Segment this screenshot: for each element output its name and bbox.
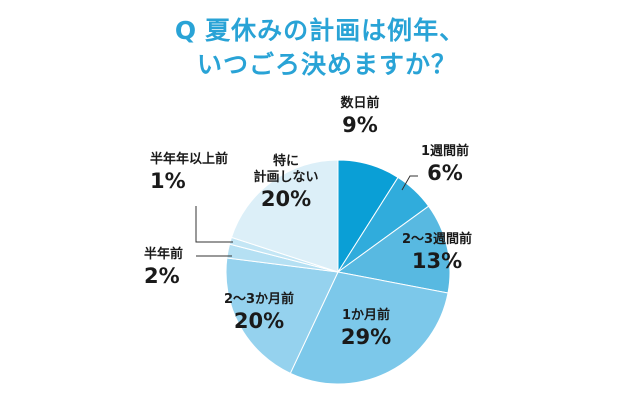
pie-slice-7 [230, 159, 339, 273]
slice-pct-halfyear: 2% [144, 264, 180, 288]
slice-pct-days-before: 9% [342, 113, 378, 137]
slice-name-over-halfyear: 半年年以上前 [150, 152, 229, 167]
leader-line-over-halfyear [195, 206, 233, 243]
slice-name-2-3weeks: 2〜3週間前 [401, 232, 473, 247]
title-text-2: いつごろ決めますか？ [196, 50, 457, 79]
slice-name-days-before: 数日前 [340, 96, 380, 111]
label-slice-2-3weeks: 2〜3週間前 13% [392, 232, 482, 274]
label-slice-no-plan: 特に 計画しない 20% [246, 154, 326, 212]
slice-pct-2-3months: 20% [233, 309, 285, 333]
chart-title: Q 夏休みの計画は例年、 いつごろ決めますか？ [0, 14, 640, 82]
title-line-1: Q 夏休みの計画は例年、 [0, 14, 640, 48]
pie-slice-3 [289, 271, 449, 385]
label-slice-2-3months: 2〜3か月前 20% [214, 292, 304, 334]
slice-name-halfyear: 半年前 [144, 247, 184, 262]
slice-pct-over-halfyear: 1% [150, 169, 186, 193]
title-q-mark: Q [174, 16, 198, 45]
slice-pct-2-3weeks: 13% [411, 249, 463, 273]
title-line-2: いつごろ決めますか？ [0, 48, 640, 82]
label-slice-1month: 1か月前 29% [326, 308, 406, 350]
pie-slice-2 [336, 205, 451, 294]
label-slice-days-before: 数日前 9% [330, 96, 390, 138]
slice-pct-no-plan: 20% [260, 187, 312, 211]
slice-pct-1week: 6% [427, 161, 463, 185]
slice-name-2-3months: 2〜3か月前 [223, 292, 295, 307]
pie-slice-4 [225, 257, 339, 375]
slice-name-1week: 1週間前 [420, 144, 470, 159]
slice-name-no-plan-2: 計画しない [253, 170, 319, 185]
leader-line-1week [401, 175, 418, 191]
label-slice-over-halfyear: 半年年以上前 1% [150, 152, 240, 194]
label-slice-halfyear: 半年前 2% [144, 247, 204, 289]
slice-pct-1month: 29% [340, 325, 392, 349]
title-text-1: 夏休みの計画は例年、 [205, 16, 466, 45]
slice-name-1month: 1か月前 [341, 308, 391, 323]
slice-name-no-plan-1: 特に [272, 154, 299, 169]
label-slice-1week: 1週間前 6% [410, 144, 480, 186]
